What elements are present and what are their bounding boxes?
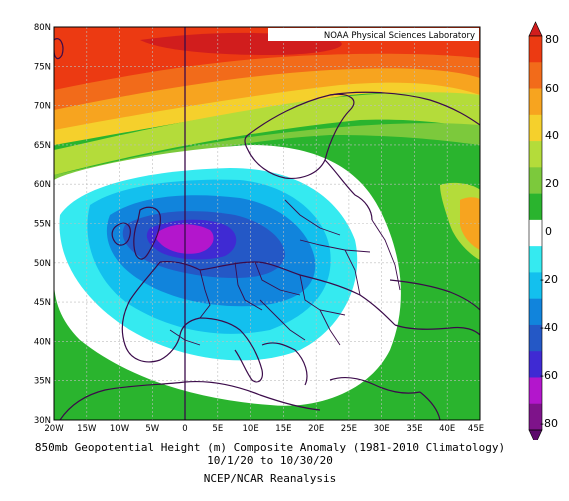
lon-label: 20W (44, 424, 64, 434)
colorbar-label: 40 (545, 129, 559, 142)
colorbar-top-arrow (528, 21, 543, 37)
lat-label: 80N (34, 23, 51, 33)
caption-dates: 10/1/20 to 10/30/20 (207, 454, 333, 467)
colorbar-swatch (529, 377, 542, 405)
lon-label: 5W (145, 424, 159, 434)
lat-label: 45N (34, 298, 51, 308)
credit-box: NOAA Physical Sciences Laboratory (268, 28, 479, 41)
map-figure: NOAA Physical Sciences Laboratory 80N 75… (34, 21, 559, 440)
colorbar-swatch (529, 167, 542, 194)
colorbar-label: 80 (545, 33, 559, 46)
credit-text: NOAA Physical Sciences Laboratory (324, 31, 475, 41)
colorbar-label: 0 (545, 225, 552, 238)
colorbar (528, 21, 543, 440)
lat-label: 50N (34, 259, 51, 269)
lon-label: 15E (275, 424, 291, 434)
lat-label: 35N (34, 377, 51, 387)
lon-label: 10E (243, 424, 259, 434)
colorbar-swatch (529, 351, 542, 378)
lon-label: 0 (182, 424, 187, 434)
colorbar-label: -40 (540, 321, 558, 334)
colorbar-labels: 80 60 40 20 0 -20 -40 -60 -80 (540, 33, 559, 430)
colorbar-swatch (529, 403, 542, 431)
colorbar-frame (528, 35, 543, 431)
lon-label: 25E (341, 424, 357, 434)
lon-label: 45E (468, 424, 484, 434)
lon-label: 15W (77, 424, 97, 434)
lat-label: 40N (34, 337, 51, 347)
lat-label: 60N (34, 180, 51, 190)
coastlines (54, 38, 480, 420)
colorbar-swatch (529, 324, 542, 352)
colorbar-swatch (529, 193, 542, 221)
lat-label: 65N (34, 141, 51, 151)
lon-tick-labels: 20W 15W 10W 5W 0 5E 10E 15E 20E 25E 30E … (44, 424, 484, 434)
colorbar-label: -60 (540, 369, 558, 382)
colorbar-swatch (529, 114, 542, 142)
lon-label: 35E (406, 424, 422, 434)
lon-label: 30E (374, 424, 390, 434)
colorbar-swatch (529, 298, 542, 326)
colorbar-swatch (529, 219, 542, 247)
lat-label: 75N (34, 62, 51, 72)
country-borders (169, 199, 401, 346)
lon-label: 20E (308, 424, 324, 434)
lat-label: 55N (34, 220, 51, 230)
caption-title: 850mb Geopotential Height (m) Composite … (34, 441, 506, 454)
colorbar-label: 60 (545, 82, 559, 95)
colorbar-label: 20 (545, 177, 559, 190)
colorbar-label: -20 (540, 273, 558, 286)
lat-label: 30N (34, 416, 51, 426)
lat-label: 70N (34, 102, 51, 112)
colorbar-swatch (529, 88, 542, 116)
colorbar-swatch (529, 62, 542, 89)
colorbar-bottom-arrow (528, 429, 543, 440)
lon-label: 10W (110, 424, 130, 434)
colorbar-swatch (529, 272, 542, 299)
lon-label: 40E (439, 424, 455, 434)
colorbar-label: -80 (540, 417, 558, 430)
colorbar-swatch (529, 141, 542, 168)
caption-source: NCEP/NCAR Reanalysis (203, 472, 337, 485)
colorbar-swatch (529, 36, 542, 63)
lon-label: 5E (212, 424, 223, 434)
lat-tick-labels: 80N 75N 70N 65N 60N 55N 50N 45N 40N 35N … (34, 23, 51, 426)
map-frame (53, 26, 481, 421)
colorbar-swatch (529, 246, 542, 273)
